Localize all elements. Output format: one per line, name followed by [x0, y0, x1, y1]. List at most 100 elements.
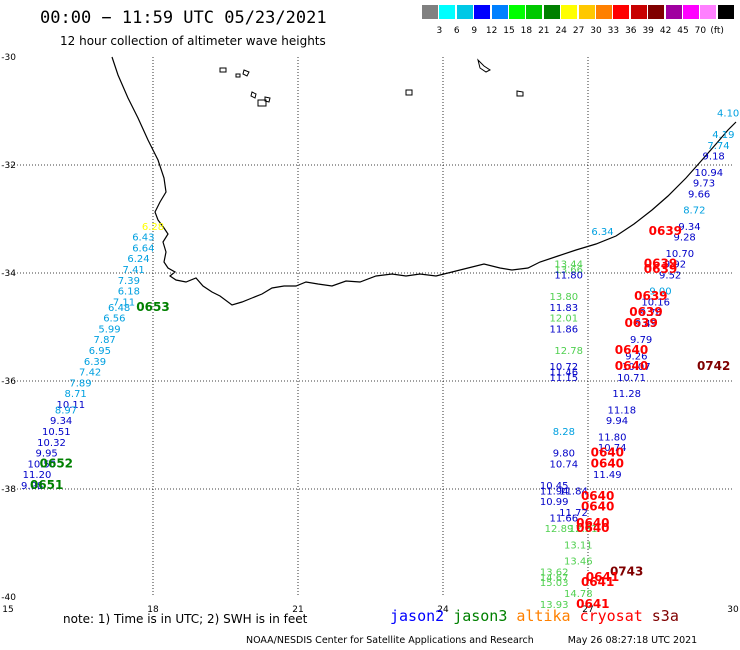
footer: NOAA/NESDIS Center for Satellite Applica…	[246, 635, 697, 646]
wave-height-label: 10.70	[666, 249, 695, 260]
color-scale-swatch	[630, 5, 647, 19]
wave-height-label: 6.39	[84, 357, 106, 368]
pass-time-label: 0639	[644, 262, 677, 276]
color-scale-swatch	[596, 5, 612, 19]
wave-height-label: 8.71	[65, 389, 87, 400]
wave-height-label: 13.11	[564, 540, 593, 551]
wave-height-label: 7.87	[94, 335, 116, 346]
wave-height-label: 11.72	[559, 508, 588, 519]
wave-height-label: 7.42	[79, 368, 101, 379]
wave-height-label: 15.03	[540, 578, 569, 589]
map-note: note: 1) Time is in UTC; 2) SWH is in fe…	[63, 612, 308, 626]
wave-height-label: 11.80	[554, 270, 583, 281]
pass-time-label: 0641	[576, 597, 609, 611]
color-scale-label: 6	[453, 26, 460, 36]
wave-height-label: 13.46	[564, 557, 593, 568]
wave-height-label: 9.73	[693, 179, 715, 190]
wave-height-label: 11.94	[540, 486, 569, 497]
wave-height-label: 9.79	[630, 335, 652, 346]
wave-height-label: 10.16	[641, 297, 670, 308]
wave-height-label: 7.41	[123, 265, 145, 276]
color-scale-label: 33	[607, 26, 620, 36]
color-scale-swatch	[543, 5, 560, 19]
map-axes: 15 18 21 24 27 30 -30 -32 -34 -36 -38 -40	[1, 53, 739, 615]
x-tick-label: 18	[147, 605, 159, 615]
pass-time-label: 0640	[581, 500, 614, 514]
coastline-islands	[219, 58, 524, 107]
wave-height-label: 9.66	[688, 189, 710, 200]
wave-height-label: 10.99	[540, 497, 569, 508]
wave-height-label: 4.19	[712, 130, 734, 141]
legend-s3a: s3a	[651, 607, 679, 625]
wave-height-label: 9.94	[606, 416, 628, 427]
wave-height-label: 10.51	[42, 427, 71, 438]
wave-height-label: 13.93	[540, 600, 569, 611]
color-scale-label: 15	[503, 26, 515, 36]
wave-height-label: 5.99	[98, 324, 120, 335]
wave-height-label: 10.45	[540, 481, 569, 492]
wave-height-label: 6.34	[591, 227, 613, 238]
color-scale-label: 36	[625, 26, 637, 36]
y-tick-label: -34	[1, 269, 16, 279]
wave-height-label: 10.32	[37, 438, 66, 449]
wave-height-label: 6.28	[142, 222, 164, 233]
x-tick-label: 27	[582, 605, 593, 615]
color-scale-label: 24	[555, 26, 567, 36]
color-scale-unit: (ft)	[710, 26, 724, 36]
wave-height-label: 6.64	[132, 243, 154, 254]
wave-height-label: 6.43	[132, 233, 154, 244]
footer-source: NOAA/NESDIS Center for Satellite Applica…	[246, 635, 534, 646]
wave-height-label: 8.72	[683, 206, 705, 217]
pass-time-label: 0640	[615, 343, 648, 357]
pass-time-label: 0639	[649, 224, 682, 238]
color-scale-swatch	[509, 5, 525, 19]
y-tick-label: -36	[1, 377, 16, 387]
wave-height-label: 6.48	[108, 303, 130, 314]
wave-height-label: 12.51	[569, 524, 598, 535]
y-tick-label: -30	[1, 53, 16, 63]
wave-height-label: 11.20	[23, 470, 52, 481]
pass-time-label: 0639	[629, 305, 662, 319]
wave-height-label: 8.28	[553, 427, 575, 438]
wave-height-label: 10.94	[695, 168, 724, 179]
wave-height-label: 13.80	[550, 292, 579, 303]
color-scale-label: 42	[659, 26, 672, 36]
pass-time-label: 0653	[136, 300, 169, 314]
color-scale-label: 45	[677, 26, 689, 36]
pass-time-label: 0640	[576, 516, 609, 530]
wave-height-label: 11.80	[598, 432, 627, 443]
color-scale-swatch	[665, 5, 682, 19]
wave-height-label: 4.10	[717, 108, 739, 119]
wave-height-label: 7.89	[69, 378, 91, 389]
pass-time-label: 0652	[40, 456, 73, 470]
wave-height-label: 10.72	[550, 362, 579, 373]
satellite-legend: jason2 jason3 altika cryosat s3a	[390, 607, 688, 625]
pass-time-label: 0641	[581, 575, 614, 589]
wave-height-label: 6.95	[89, 346, 111, 357]
pass-time-label: 0639	[644, 257, 677, 271]
wave-height-label: 12.78	[554, 346, 583, 357]
pass-time-label: 0742	[697, 359, 730, 373]
wave-height-label: 11.46	[550, 368, 579, 379]
color-scale-swatch	[439, 5, 456, 19]
wave-height-label: 9.34	[50, 416, 72, 427]
coastline	[111, 56, 737, 306]
color-scale-swatch	[491, 5, 508, 19]
wave-height-label: 10.74	[550, 459, 579, 470]
wave-height-label: 10.74	[598, 443, 627, 454]
wave-height-label: 11.83	[550, 303, 579, 314]
wave-height-label: 9.80	[553, 449, 575, 460]
color-scale-swatch	[683, 5, 699, 19]
color-scale-label: 30	[590, 26, 602, 36]
y-tick-label: -40	[1, 593, 16, 603]
wave-height-label: 14.67	[540, 573, 569, 584]
map-title: 00:00 − 11:59 UTC 05/23/2021	[40, 8, 327, 28]
x-tick-label: 24	[437, 605, 449, 615]
wave-height-label: 11.49	[593, 470, 622, 481]
wave-height-label: 10.71	[617, 373, 646, 384]
wave-height-label: 9.34	[678, 222, 700, 233]
pass-time-label: 0639	[624, 316, 657, 330]
color-scale-label: 9	[471, 26, 478, 36]
wave-height-label: 9.26	[625, 351, 647, 362]
wave-height-label: 6.56	[103, 314, 125, 325]
